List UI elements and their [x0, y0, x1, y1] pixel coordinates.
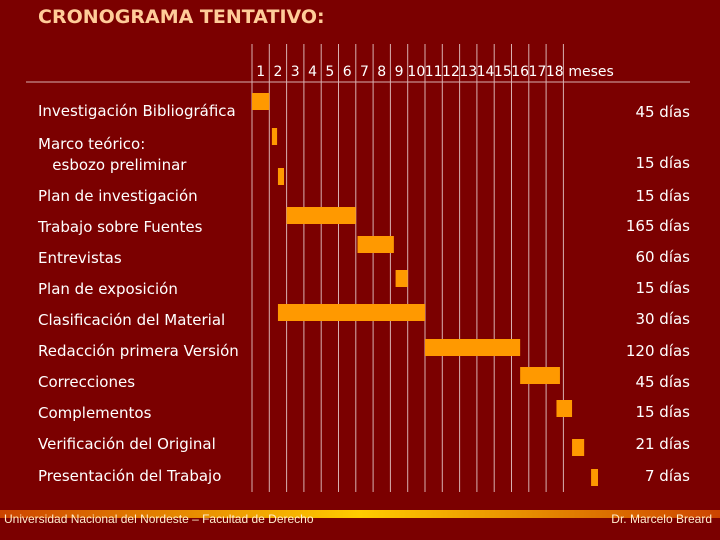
task-label: Investigación Bibliográfica — [38, 102, 236, 120]
task-bar — [252, 93, 270, 110]
task-duration: 120 días — [625, 342, 690, 360]
task-duration: 15 días — [635, 154, 690, 172]
month-tick-label: 3 — [291, 64, 300, 80]
task-label: Marco teórico: esbozo preliminar — [38, 135, 187, 174]
task-duration: 15 días — [635, 279, 690, 297]
month-tick-label: 17 — [529, 64, 547, 80]
task-label: Presentación del Trabajo — [38, 467, 222, 485]
month-tick-label: 12 — [442, 64, 460, 80]
task-bar — [425, 339, 521, 356]
task-duration: 15 días — [635, 403, 690, 421]
task-duration: 15 días — [635, 187, 690, 205]
month-tick-label: 1 — [256, 64, 265, 80]
month-tick-label: 4 — [308, 64, 317, 80]
month-tick-label: 16 — [511, 64, 529, 80]
task-label: Verificación del Original — [38, 435, 216, 453]
task-duration: 45 días — [635, 373, 690, 391]
task-bar — [277, 304, 425, 321]
task-label: Clasificación del Material — [38, 311, 226, 329]
month-tick-label: 2 — [273, 64, 282, 80]
task-duration: 21 días — [635, 435, 690, 453]
task-duration: 165 días — [625, 217, 690, 235]
footer-bar — [0, 510, 720, 518]
month-tick-label: 5 — [325, 64, 334, 80]
task-duration: 7 días — [644, 467, 690, 485]
task-bar — [286, 207, 356, 224]
task-bar — [395, 270, 408, 287]
footer-author: Dr. Marcelo Breard — [611, 512, 712, 526]
task-label: Redacción primera Versión — [38, 342, 239, 360]
month-tick-label: 9 — [395, 64, 404, 80]
month-tick-label: 18 — [546, 64, 564, 80]
month-tick-label: 7 — [360, 64, 369, 80]
task-duration: 30 días — [635, 310, 690, 328]
month-tick-label: 14 — [477, 64, 495, 80]
footer-institution: Universidad Nacional del Nordeste – Facu… — [4, 512, 314, 526]
task-label: Correcciones — [38, 373, 136, 391]
task-label: Plan de exposición — [38, 280, 178, 298]
month-tick-label: 6 — [343, 64, 352, 80]
task-bar — [277, 168, 285, 185]
month-tick-label: 13 — [459, 64, 477, 80]
month-tick-label: 10 — [407, 64, 425, 80]
task-bar — [591, 469, 598, 486]
month-tick-label: 15 — [494, 64, 512, 80]
task-bar — [271, 128, 278, 145]
task-label: Plan de investigación — [38, 187, 198, 205]
x-unit-label: meses — [568, 64, 613, 80]
task-bar — [357, 236, 394, 253]
task-bar — [556, 400, 573, 417]
task-duration: 60 días — [635, 248, 690, 266]
task-bar — [572, 439, 585, 456]
task-duration: 45 días — [635, 103, 690, 121]
task-bar — [520, 367, 560, 384]
task-label: Complementos — [38, 404, 152, 422]
task-label: Trabajo sobre Fuentes — [38, 218, 203, 236]
task-label: Entrevistas — [38, 249, 122, 267]
chart-title: CRONOGRAMA TENTATIVO: — [38, 6, 325, 28]
month-tick-label: 8 — [377, 64, 386, 80]
month-tick-label: 11 — [425, 64, 443, 80]
